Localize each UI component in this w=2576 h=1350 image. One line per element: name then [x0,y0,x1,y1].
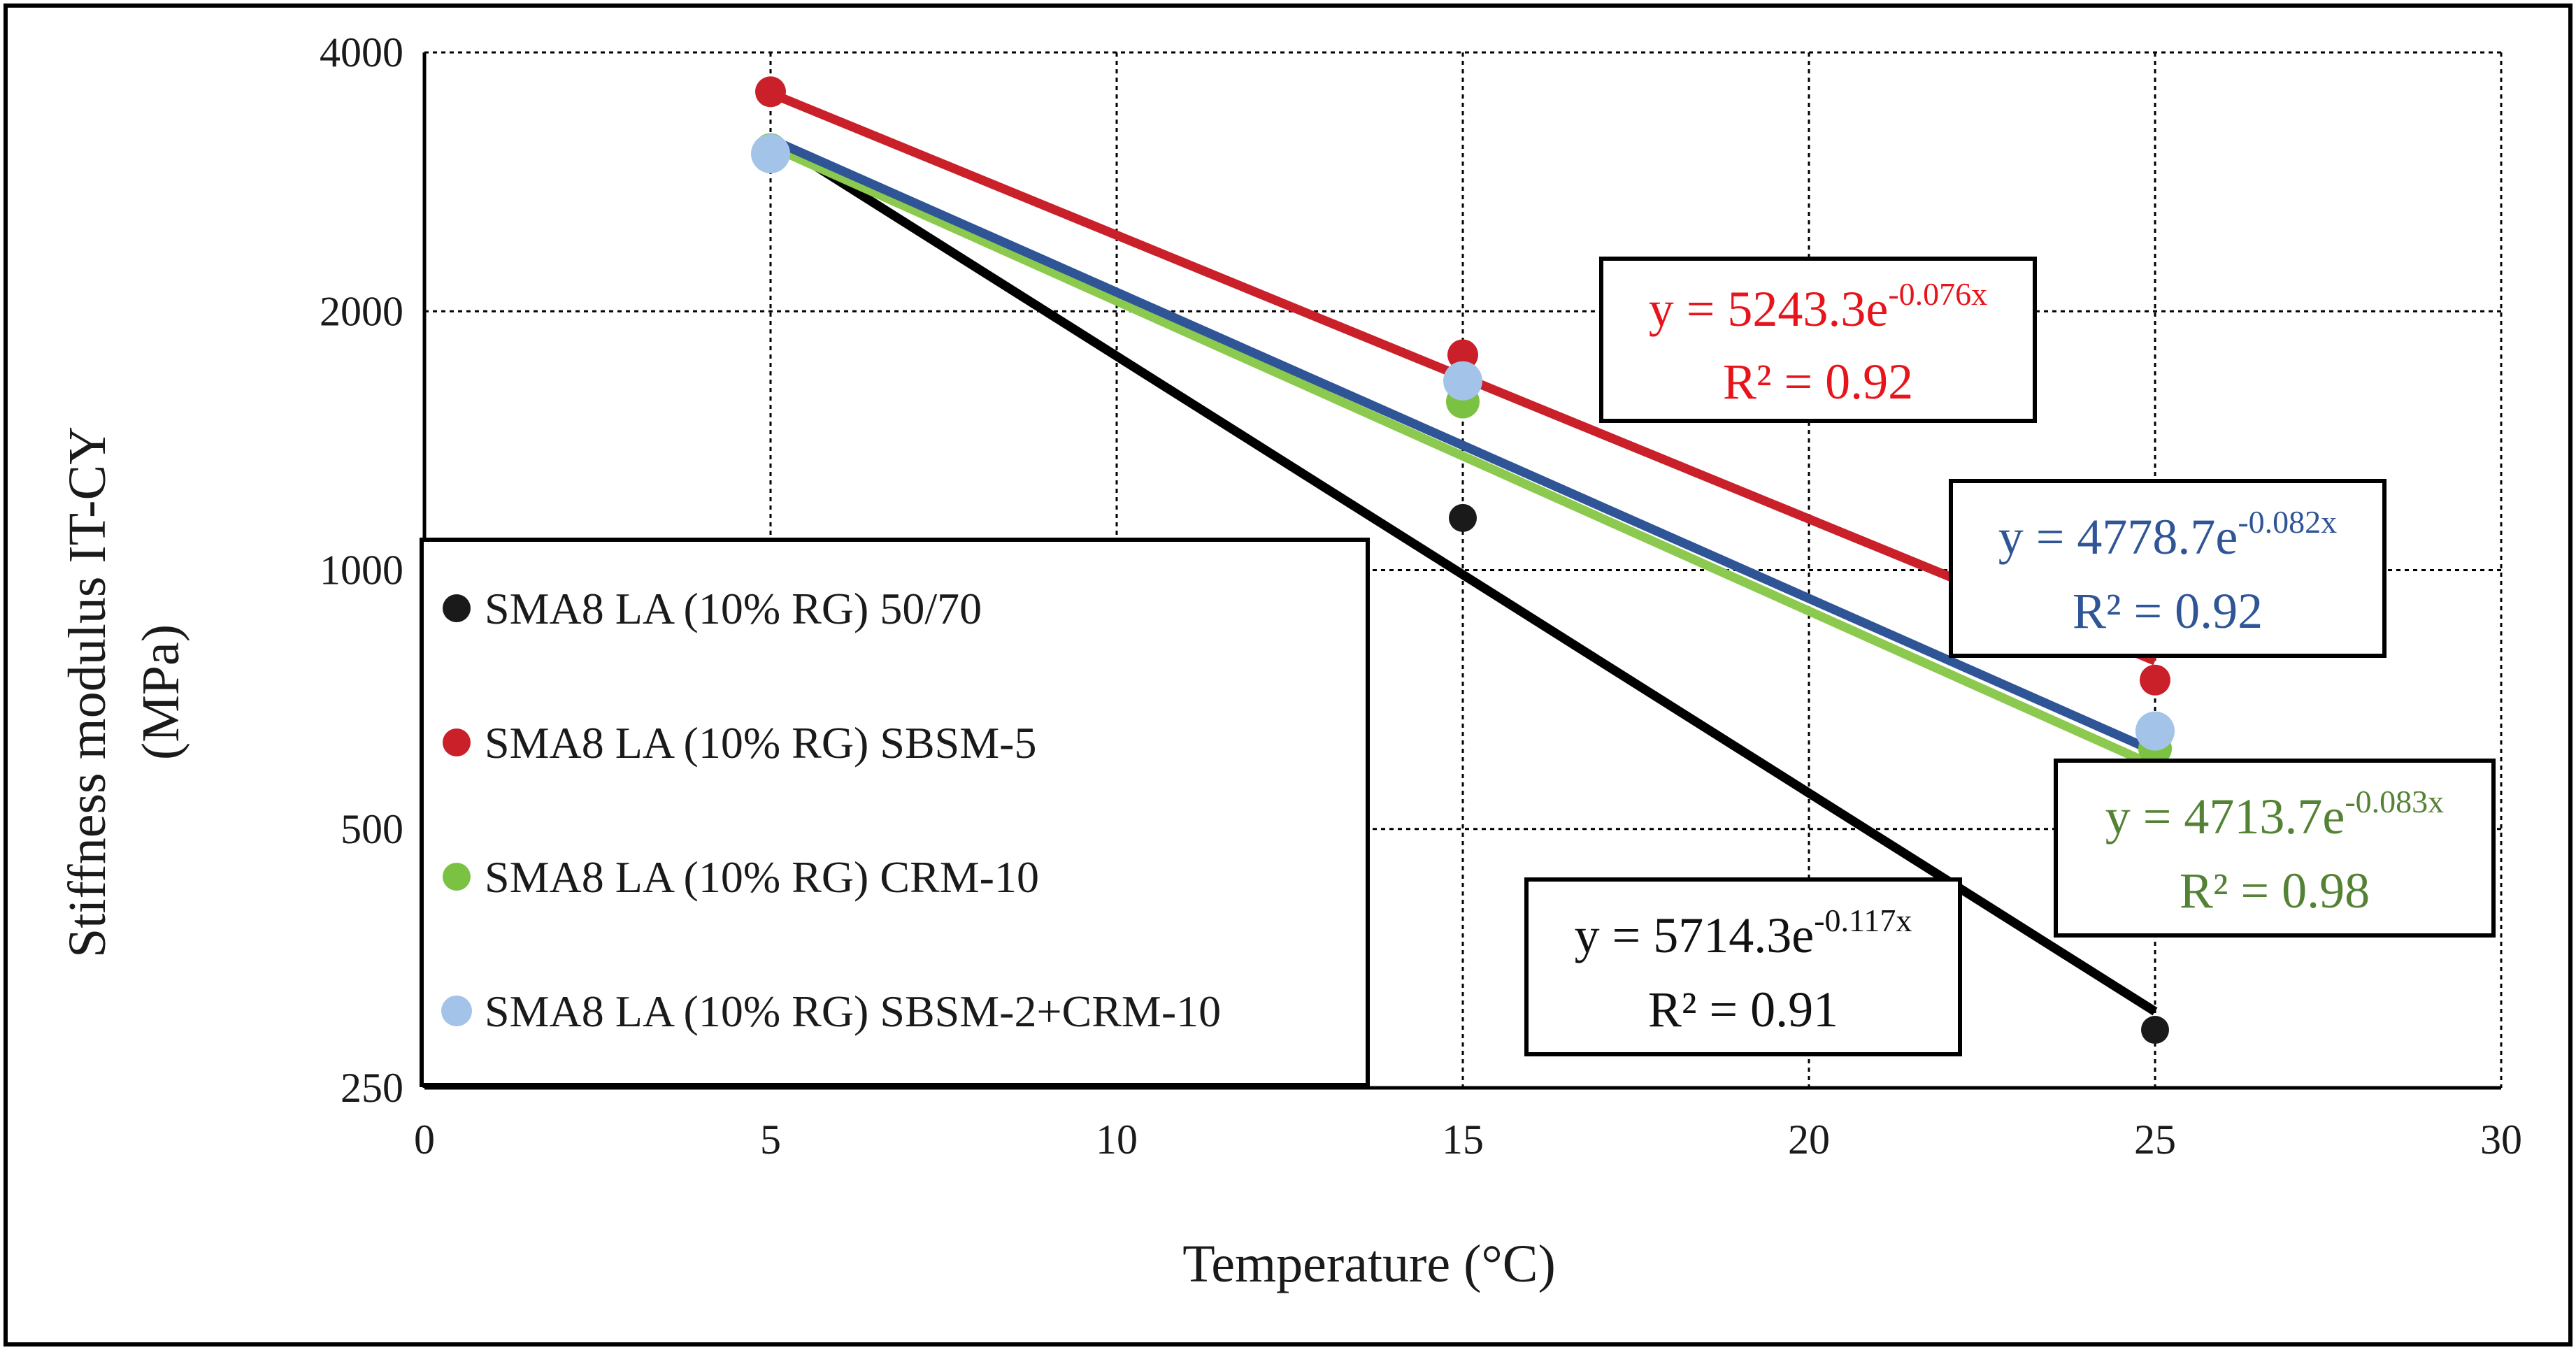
equation-box-50-70: y = 5714.3e-0.117x R² = 0.91 [1524,877,1962,1056]
point-sbsm-5-5 [755,76,786,108]
r2-sbsm-5: R² = 0.92 [1723,354,1913,410]
legend-label-sbsm-5: SMA8 LA (10% RG) SBSM-5 [485,718,1036,768]
y-axis-title-line2: (MPa) [131,624,190,760]
equation-box-sbsm-5: y = 5243.3e-0.076x R² = 0.92 [1599,257,2037,423]
x-axis-title: Temperature (°C) [1182,1235,1556,1293]
legend-marker-sbsm-2-crm-10 [441,996,472,1026]
point-50-70-15 [1449,503,1477,532]
equation-exponent-50-70: -0.117x [1814,903,1912,938]
equation-frame-sbsm-2-crm-10 [1949,479,2387,658]
legend-marker-sbsm-5 [443,728,471,756]
x-tick-label-15: 15 [1442,1116,1484,1163]
point-sbsm-5-25 [2140,664,2170,696]
equation-crm-10: y = 4713.7e-0.083x [2105,784,2444,845]
trendline-50-70 [768,134,2158,1016]
equation-sbsm-5: y = 5243.3e-0.076x [1649,276,1987,337]
y-axis-title-line1: Stiffness modulus IT-CY [58,426,117,958]
point-sbsm-2-crm-10-25 [2135,711,2175,751]
point-sbsm-2-crm-10-5 [751,134,790,173]
r2-50-70: R² = 0.91 [1648,982,1838,1037]
equation-frame-50-70 [1524,877,1962,1056]
data-points [751,76,2175,1044]
point-sbsm-5-15 [1447,339,1478,371]
tick-labels: 0 5 10 15 20 25 30 250 500 1000 2000 4000 [320,29,2522,1163]
x-tick-label-25: 25 [2134,1116,2176,1163]
y-tick-label-4000: 4000 [320,29,403,76]
equation-sbsm-2-crm-10: y = 4778.7e-0.082x [1998,504,2337,565]
x-tick-label-0: 0 [414,1116,435,1163]
y-tick-label-500: 500 [341,806,403,852]
equation-box-sbsm-2-crm-10: y = 4778.7e-0.082x R² = 0.92 [1949,479,2387,658]
legend-label-sbsm-2-crm-10: SMA8 LA (10% RG) SBSM-2+CRM-10 [485,986,1221,1036]
equation-prefix-crm-10: y = 4713.7e [2105,789,2345,845]
legend-label-50-70: SMA8 LA (10% RG) 50/70 [485,584,982,633]
r2-sbsm-2-crm-10: R² = 0.92 [2073,583,2263,639]
trendline-crm-10 [768,142,2157,770]
legend-label-crm-10: SMA8 LA (10% RG) CRM-10 [485,852,1039,902]
y-tick-label-250: 250 [341,1065,403,1111]
equation-prefix-sbsm-2-crm-10: y = 4778.7e [1998,509,2238,565]
equation-prefix-sbsm-5: y = 5243.3e [1649,281,1889,337]
equation-frame-sbsm-5 [1599,257,2037,423]
point-sbsm-2-crm-10-15 [1443,361,1482,401]
y-tick-label-2000: 2000 [320,288,403,334]
legend-box [420,538,1370,1087]
r2-crm-10: R² = 0.98 [2180,863,2370,919]
legend-marker-50-70 [443,594,471,622]
equation-frame-crm-10 [2054,759,2496,938]
equation-exponent-crm-10: -0.083x [2345,784,2444,819]
legend: SMA8 LA (10% RG) 50/70 SMA8 LA (10% RG) … [420,538,1370,1087]
equation-prefix-50-70: y = 5714.3e [1575,907,1815,963]
point-50-70-25 [2141,1016,2169,1044]
equation-50-70: y = 5714.3e-0.117x [1575,903,1912,963]
equation-exponent-sbsm-5: -0.076x [1888,276,1987,312]
trendline-sbsm-2-crm-10 [768,135,2157,756]
equation-box-crm-10: y = 4713.7e-0.083x R² = 0.98 [2054,759,2496,938]
x-tick-label-10: 10 [1096,1116,1138,1163]
equation-exponent-sbsm-2-crm-10: -0.082x [2238,504,2337,540]
x-tick-label-20: 20 [1788,1116,1830,1163]
x-tick-label-30: 30 [2480,1116,2522,1163]
y-tick-label-1000: 1000 [320,547,403,594]
x-tick-label-5: 5 [760,1116,781,1163]
legend-marker-crm-10 [443,863,471,891]
